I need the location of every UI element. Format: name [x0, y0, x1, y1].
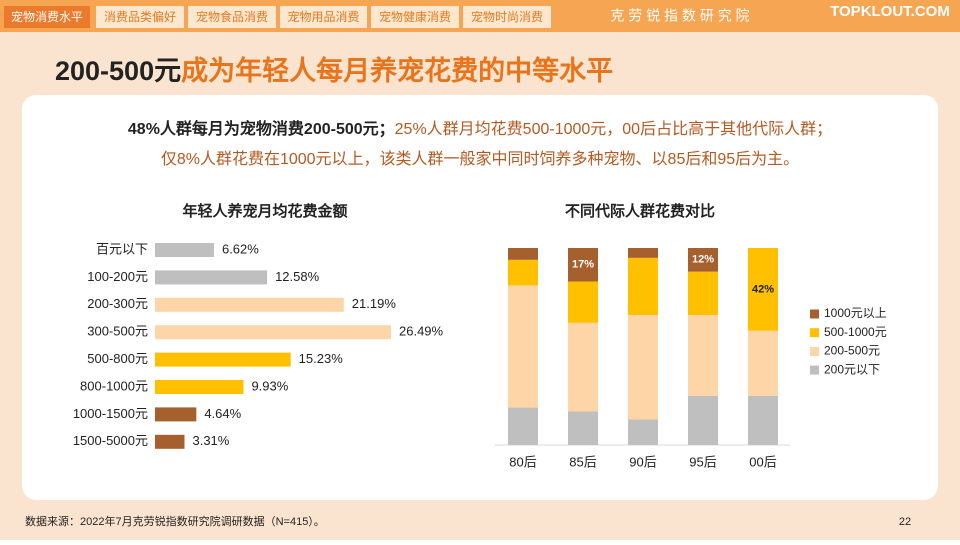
- y-tick-label: 100-200元: [87, 269, 148, 284]
- bar-segment: [688, 271, 718, 315]
- y-tick-label: 百元以下: [96, 241, 148, 256]
- tab: [188, 6, 276, 28]
- x-tick-label: 00后: [749, 454, 776, 469]
- bar-segment: [628, 314, 658, 420]
- bar-segment: [508, 407, 538, 445]
- summary-line2: 仅8%人群花费在1000元以上，该类人群一般家中同时饲养多种宠物、以85后和95…: [161, 150, 799, 168]
- bar: [155, 270, 268, 285]
- bar: [155, 434, 185, 449]
- bar: [155, 407, 197, 422]
- tab: [280, 6, 367, 28]
- legend-swatch: [810, 328, 819, 338]
- value-label: 6.62%: [222, 241, 259, 256]
- value-label: 17%: [572, 259, 594, 271]
- summary-line1: 48%人群每月为宠物消费200-500元；25%人群月均花费500-1000元，…: [128, 119, 832, 138]
- chart-title: 年轻人养宠月均花费金额: [182, 202, 347, 220]
- y-tick-label: 500-800元: [87, 351, 148, 366]
- bar-segment: [568, 411, 598, 445]
- legend-swatch: [810, 309, 819, 319]
- tab-label: 宠物食品消费: [196, 9, 268, 24]
- y-tick-label: 1500-5000元: [73, 433, 148, 448]
- y-tick-label: 200-300元: [87, 296, 148, 311]
- charts: 百元以下 6.62% 100-200元 12.58% 200-300元 21.19% 300…: [73, 241, 887, 469]
- x-tick-label: 90后: [629, 454, 656, 469]
- legend-swatch: [810, 346, 819, 356]
- bar: [155, 380, 244, 394]
- x-tick-label: 95后: [689, 454, 716, 469]
- tab: [96, 6, 184, 28]
- bar-segment: [508, 285, 538, 408]
- legend-label: 1000元以上: [824, 306, 887, 320]
- summary-bold: 48%人群每月为宠物消费200-500元；: [128, 119, 395, 138]
- bar-segment: [628, 419, 658, 445]
- bar-segment: [688, 248, 718, 272]
- chart-title: 不同代际人群花费对比: [565, 202, 715, 220]
- bar: [155, 352, 291, 367]
- bar-segment: [508, 259, 538, 286]
- value-label: 26.49%: [399, 324, 444, 339]
- legend-label: 200-500元: [824, 344, 880, 358]
- bar-segment: [748, 395, 778, 445]
- summary-rest: 25%人群月均花费500-1000元，00后占比高于其他代际人群；: [395, 120, 832, 138]
- tab-label: 宠物健康消费: [379, 9, 451, 24]
- logo: TOPKLOUT.COM: [830, 3, 950, 20]
- y-tick-label: 1000-1500元: [73, 406, 148, 421]
- tab-label: 消费品类偏好: [104, 9, 176, 24]
- x-tick-label: 85后: [569, 454, 596, 469]
- tab-label: 宠物时尚消费: [471, 9, 543, 24]
- bar-segment: [628, 257, 658, 315]
- brand: 克 劳 锐 指 数 研 究 院: [610, 8, 749, 24]
- value-label: 42%: [752, 283, 774, 295]
- bar-segment: [628, 248, 658, 258]
- value-label: 4.64%: [204, 406, 241, 421]
- tab: [463, 6, 551, 28]
- headline-lead: 200-500元: [55, 56, 181, 86]
- y-tick-label: 800-1000元: [80, 378, 148, 393]
- y-tick-label: 300-500元: [87, 324, 148, 339]
- bar-segment: [748, 248, 778, 331]
- legend-label: 500-1000元: [824, 325, 887, 339]
- legend-label: 200元以下: [824, 362, 880, 376]
- value-label: 12%: [692, 254, 714, 266]
- bar-segment: [688, 395, 718, 445]
- value-label: 3.31%: [192, 433, 229, 448]
- bar: [155, 243, 214, 257]
- headline-rest: 成为年轻人每月养宠花费的中等水平: [181, 55, 613, 86]
- value-label: 21.19%: [352, 296, 397, 311]
- bar-segment: [688, 314, 718, 396]
- page-number: 22: [899, 516, 911, 528]
- x-tick-label: 80后: [509, 454, 536, 469]
- tab-bar: 宠物消费水平 消费品类偏好 宠物食品消费 宠物用品消费 宠物健康消费 宠物时尚消费: [4, 6, 551, 28]
- source: 数据来源：2022年7月克劳锐指数研究院调研数据（N=415）。: [25, 514, 325, 528]
- headline: 200-500元成为年轻人每月养宠花费的中等水平: [55, 55, 613, 86]
- bar-segment: [748, 330, 778, 396]
- tab-label: 宠物消费水平: [11, 9, 83, 24]
- value-label: 9.93%: [251, 378, 288, 393]
- legend-swatch: [810, 365, 819, 375]
- bar-segment: [568, 248, 598, 282]
- tab: [371, 6, 459, 28]
- bar: [155, 325, 391, 340]
- value-label: 15.23%: [299, 351, 344, 366]
- bar: [155, 297, 344, 312]
- tab-label: 宠物用品消费: [287, 9, 359, 24]
- bar-segment: [568, 281, 598, 323]
- value-label: 12.58%: [275, 269, 320, 284]
- bar-segment: [568, 322, 598, 412]
- bar-segment: [508, 248, 538, 260]
- tab: [4, 6, 90, 28]
